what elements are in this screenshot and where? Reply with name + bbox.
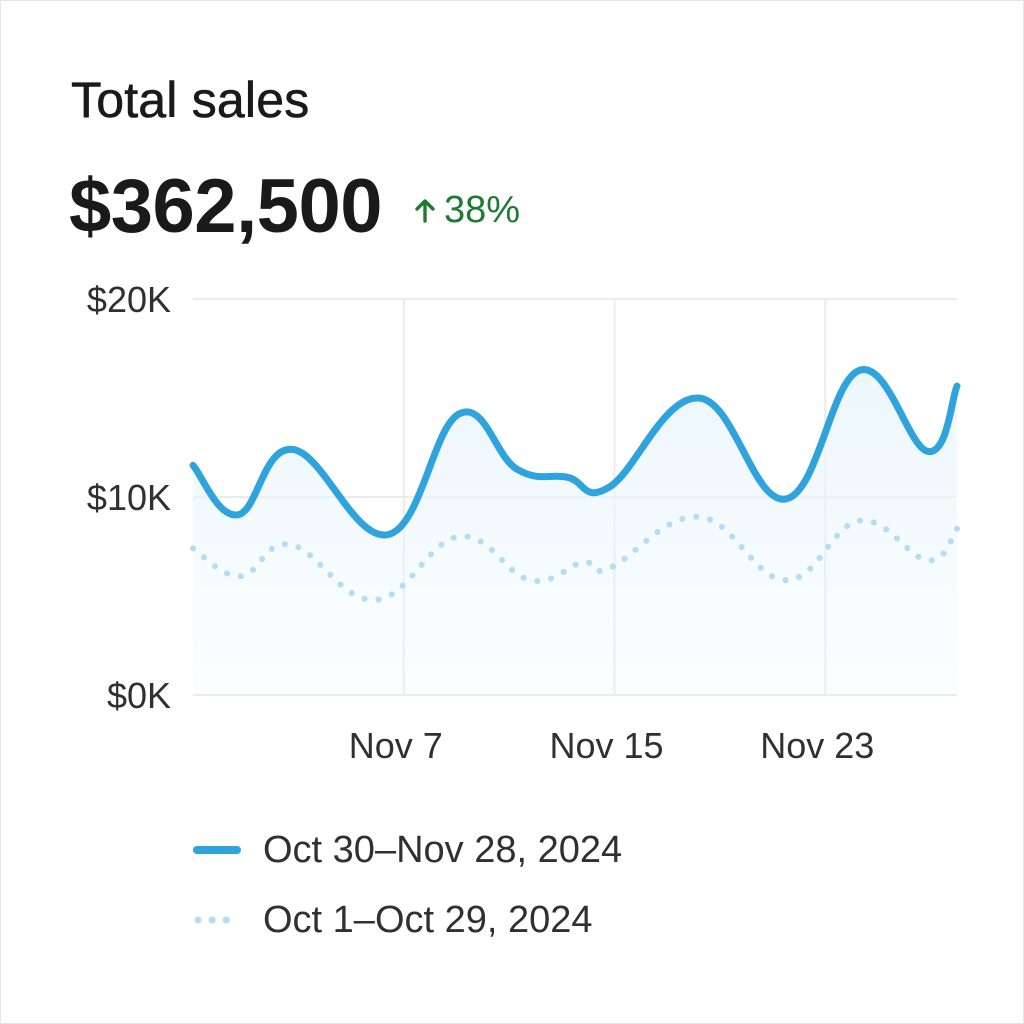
solid-line-swatch bbox=[193, 844, 241, 856]
x-tick-label: Nov 23 bbox=[760, 725, 874, 766]
legend-label-previous: Oct 1–Oct 29, 2024 bbox=[263, 898, 593, 941]
headline-row: $362,500 38% bbox=[69, 161, 520, 251]
chart-legend: Oct 30–Nov 28, 2024 Oct 1–Oct 29, 2024 bbox=[193, 819, 622, 959]
sales-line-chart: $0K $10K $20K Nov 7 Nov 15 Nov 23 bbox=[87, 279, 961, 766]
arrow-up-icon bbox=[415, 199, 435, 223]
y-tick-label: $20K bbox=[87, 279, 171, 320]
x-axis-labels: Nov 7 Nov 15 Nov 23 bbox=[349, 725, 875, 766]
current-period-area bbox=[193, 369, 957, 695]
y-tick-label: $0K bbox=[107, 675, 171, 716]
y-tick-label: $10K bbox=[87, 477, 171, 518]
current-period-line[interactable] bbox=[189, 366, 961, 539]
total-sales-value: $362,500 bbox=[69, 163, 383, 249]
chart-series bbox=[189, 366, 961, 603]
change-percent: 38% bbox=[444, 188, 521, 231]
chart-area bbox=[193, 369, 957, 695]
y-axis-labels: $0K $10K $20K bbox=[87, 279, 171, 716]
legend-item-current[interactable]: Oct 30–Nov 28, 2024 bbox=[193, 819, 622, 881]
legend-item-previous[interactable]: Oct 1–Oct 29, 2024 bbox=[193, 889, 622, 951]
x-tick-label: Nov 15 bbox=[549, 725, 663, 766]
change-badge: 38% bbox=[414, 189, 520, 232]
legend-label-current: Oct 30–Nov 28, 2024 bbox=[263, 828, 623, 871]
x-tick-label: Nov 7 bbox=[349, 725, 443, 766]
card-title: Total sales bbox=[71, 72, 310, 129]
previous-period-line[interactable] bbox=[190, 513, 960, 603]
dotted-line-swatch bbox=[193, 914, 241, 926]
